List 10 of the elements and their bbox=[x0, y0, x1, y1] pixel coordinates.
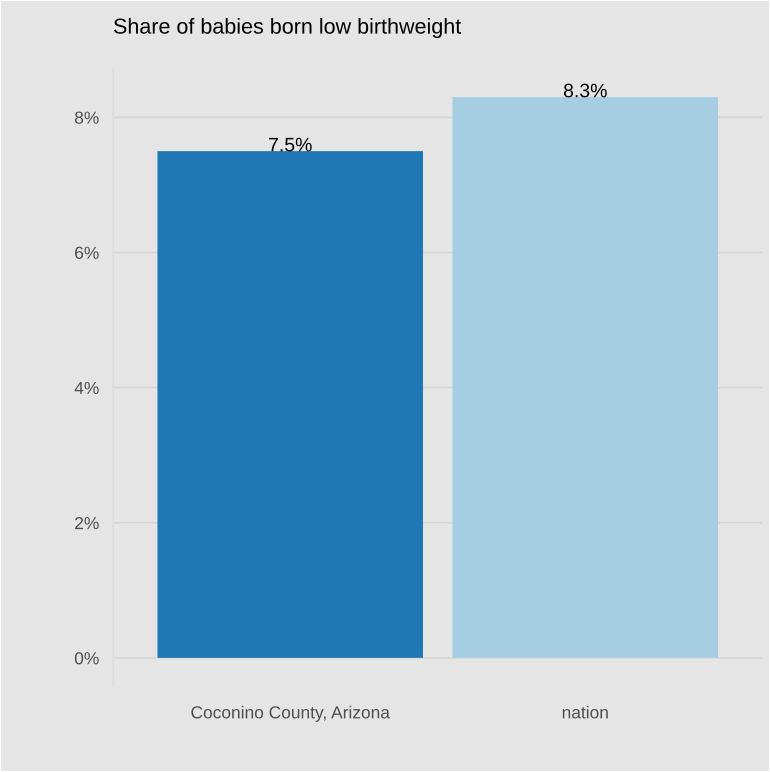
data-label: 8.3% bbox=[564, 84, 607, 98]
y-tick-label: 4% bbox=[74, 382, 99, 394]
y-tick-label: 2% bbox=[75, 516, 99, 530]
y-tick-label: 6% bbox=[75, 246, 99, 259]
y-tick-label: 0% bbox=[74, 652, 99, 664]
x-tick-label: nation bbox=[562, 706, 608, 719]
chart-title: Share of babies born low birthweight bbox=[114, 18, 462, 38]
data-label: 7.5% bbox=[269, 138, 312, 152]
x-tick-label: Coconino County, Arizona bbox=[191, 706, 390, 722]
y-tick-label: 8% bbox=[74, 112, 99, 124]
